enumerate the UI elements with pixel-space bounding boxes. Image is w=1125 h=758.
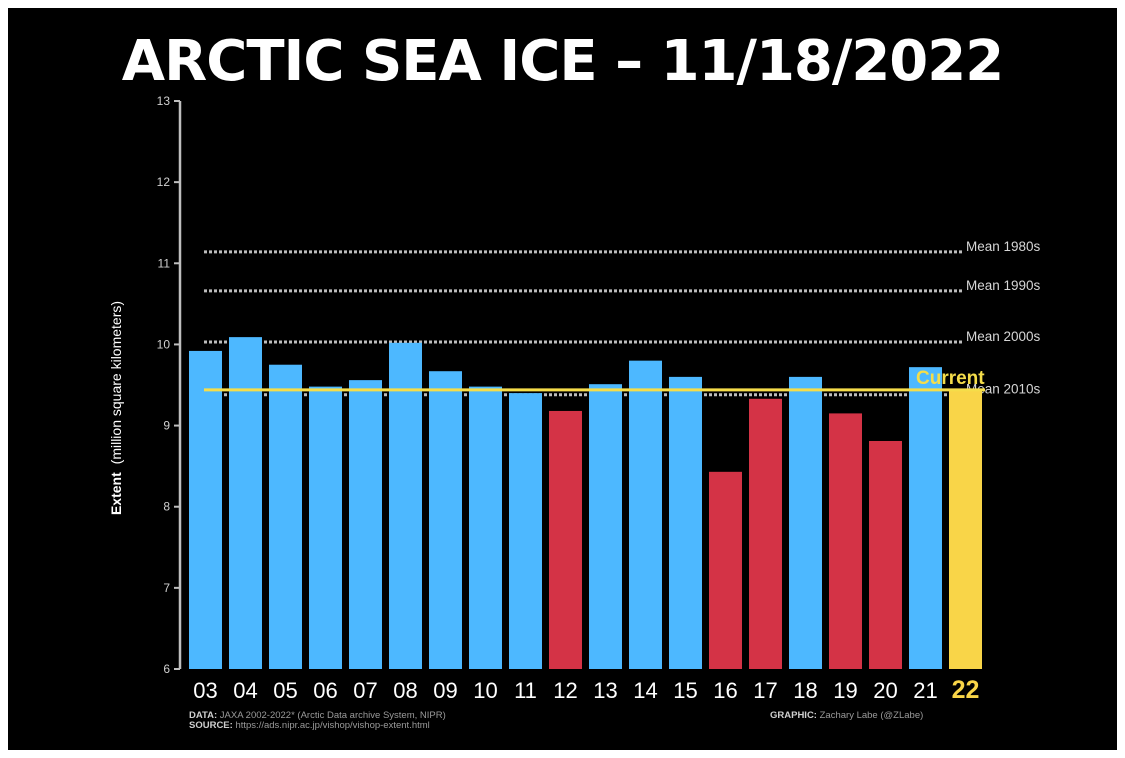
footer-data-label: DATA: xyxy=(189,710,218,721)
bar xyxy=(829,413,862,669)
y-tick-label: 8 xyxy=(163,500,170,514)
bars xyxy=(189,337,982,669)
x-tick-label: 14 xyxy=(633,678,657,703)
y-axis: 6 7 8 9 10 11 12 13 xyxy=(157,94,182,676)
y-tick-label: 7 xyxy=(163,581,170,595)
chart-title: ARCTIC SEA ICE – 11/18/2022 xyxy=(121,29,1004,94)
y-axis-title-rest: (million square kilometers) xyxy=(108,301,124,464)
current-line-label: Current xyxy=(916,368,985,389)
x-tick-label: 20 xyxy=(873,678,897,703)
bar xyxy=(749,398,782,669)
footer-source-text: https://ads.nipr.ac.jp/vishop/vishop-ext… xyxy=(235,720,430,731)
x-tick-label: 21 xyxy=(913,678,937,703)
x-tick-label: 08 xyxy=(393,678,417,703)
reference-line-label: Mean 2010s xyxy=(966,382,1041,397)
footer-source: SOURCE: https://ads.nipr.ac.jp/vishop/vi… xyxy=(189,720,430,731)
y-tick-label: 11 xyxy=(158,256,171,270)
x-tick-label: 09 xyxy=(433,678,457,703)
footer-data: DATA: JAXA 2002-2022* (Arctic Data archi… xyxy=(189,710,446,721)
bar xyxy=(229,337,262,669)
x-tick-label: 03 xyxy=(193,678,217,703)
bar xyxy=(269,364,302,669)
footer-graphic-label: GRAPHIC: xyxy=(770,710,817,721)
chart-frame: ARCTIC SEA ICE – 11/18/2022 Mean 1980s Me… xyxy=(8,8,1117,750)
x-tick-label: 16 xyxy=(713,678,737,703)
x-tick-label: 11 xyxy=(514,678,537,703)
bar xyxy=(789,376,822,669)
bar xyxy=(469,386,502,669)
x-tick-label: 17 xyxy=(753,678,777,703)
bar xyxy=(509,393,542,669)
bar xyxy=(189,350,222,669)
y-tick-label: 9 xyxy=(163,419,170,433)
x-tick-labels: 03 04 05 06 07 08 09 10 11 12 13 14 15 16 17 18 19 20 21 22 xyxy=(193,676,979,704)
y-axis-title-bold: Extent xyxy=(108,472,124,515)
footer-source-label: SOURCE: xyxy=(189,720,233,731)
footer-graphic: GRAPHIC: Zachary Labe (@ZLabe) xyxy=(770,710,923,721)
reference-line-label: Mean 1980s xyxy=(966,239,1041,254)
bar xyxy=(549,410,582,669)
x-tick-label: 05 xyxy=(273,678,297,703)
bar xyxy=(709,471,742,669)
y-tick-label: 12 xyxy=(157,175,171,189)
bar xyxy=(629,360,662,669)
reference-line-label: Mean 1990s xyxy=(966,278,1041,293)
bar xyxy=(909,367,942,669)
footer-graphic-text: Zachary Labe (@ZLabe) xyxy=(819,710,924,721)
x-tick-label: 15 xyxy=(673,678,697,703)
y-tick-label: 13 xyxy=(157,94,171,108)
bar xyxy=(669,376,702,669)
x-tick-label: 22 xyxy=(952,676,980,704)
bar xyxy=(309,386,342,669)
footer-data-text: JAXA 2002-2022* (Arctic Data archive Sys… xyxy=(219,710,446,721)
x-tick-label: 06 xyxy=(313,678,337,703)
y-axis-title: Extent (million square kilometers) xyxy=(108,301,124,515)
bar xyxy=(949,389,982,669)
reference-line-label: Mean 2000s xyxy=(966,329,1041,344)
y-tick-label: 10 xyxy=(157,337,171,351)
bar xyxy=(589,384,622,669)
bar-chart: Mean 1980s Mean 1990s Mean 2000s Mean 2010s… xyxy=(108,94,1041,704)
bar xyxy=(869,440,902,669)
y-tick-label: 6 xyxy=(163,662,170,676)
x-tick-label: 07 xyxy=(353,678,377,703)
x-tick-label: 19 xyxy=(833,678,857,703)
x-tick-label: 13 xyxy=(593,678,617,703)
x-tick-label: 18 xyxy=(793,678,817,703)
x-tick-label: 12 xyxy=(553,678,577,703)
x-tick-label: 10 xyxy=(473,678,497,703)
x-tick-label: 04 xyxy=(233,678,257,703)
bar xyxy=(389,342,422,669)
current-marker: Current xyxy=(204,368,985,392)
bar xyxy=(349,380,382,669)
bar xyxy=(429,371,462,669)
